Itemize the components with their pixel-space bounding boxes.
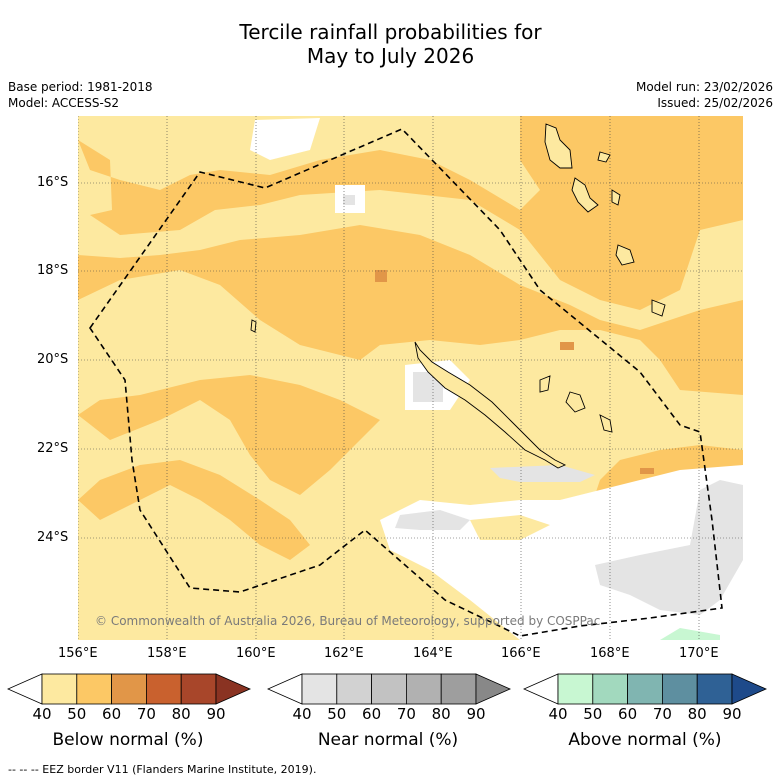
orange-region-southwest: [78, 375, 380, 495]
lon-label-164e: 164°E: [413, 646, 453, 661]
lon-label-158e: 158°E: [147, 646, 187, 661]
model-run: Model run: 23/02/2026: [635, 80, 773, 94]
orange-region-south: [78, 460, 310, 560]
colorbars: [7, 673, 767, 705]
lat-label-18s: 18°S: [37, 263, 69, 278]
orange-region-north: [78, 116, 743, 310]
eez-border: [89, 128, 723, 637]
colorbar-label-below: Below normal (%): [52, 730, 204, 750]
solomon-coast: [250, 319, 257, 333]
colorbar-tick: 40: [32, 705, 52, 723]
colorbar-near-under: [267, 673, 303, 705]
colorbar-label-above: Above normal (%): [568, 730, 722, 750]
colorbar-tick: 40: [292, 705, 312, 723]
colorbar-tick: 50: [67, 705, 87, 723]
colorbar-tick: 90: [206, 705, 226, 723]
lat-label-16s: 16°S: [37, 175, 69, 190]
lat-label-24s: 24°S: [37, 530, 69, 545]
lon-label-170e: 170°E: [679, 646, 719, 661]
white-area-north: [250, 118, 320, 160]
colorbar-below-segment: [111, 673, 147, 705]
colorbar-below-segment: [145, 673, 182, 705]
dark-patch-1: [375, 270, 387, 282]
new-caledonia-coast: [414, 341, 567, 469]
colorbar-tick: 50: [327, 705, 347, 723]
colorbar-above-over: [731, 673, 767, 705]
colorbar-below-over: [215, 673, 251, 705]
colorbar-tick: 70: [652, 705, 672, 723]
grey-area-south-1: [395, 510, 470, 530]
dark-patch-3: [640, 468, 654, 474]
coastlines: [250, 123, 666, 469]
vanuatu-coast: [544, 123, 666, 317]
colorbar-tick: 70: [136, 705, 156, 723]
colorbar-above-segment: [662, 673, 698, 705]
colorbar-tick: 50: [583, 705, 603, 723]
map-title-line1: Tercile rainfall probabilities for: [239, 20, 542, 44]
grey-area-south-2: [490, 465, 595, 482]
lon-label-156e: 156°E: [58, 646, 98, 661]
colorbar-above-segment: [557, 673, 594, 705]
colorbar-tick: 60: [102, 705, 122, 723]
map-title-line2: May to July 2026: [306, 44, 475, 68]
dark-patch-2: [560, 342, 574, 350]
issued-date: Issued: 25/02/2026: [657, 96, 773, 110]
lon-label-162e: 162°E: [324, 646, 364, 661]
colorbar-near-segment: [440, 673, 477, 705]
colorbar-near-over: [475, 673, 511, 705]
meta-left: Base period: 1981-2018 Model: ACCESS-S2: [8, 79, 153, 111]
colorbar-near-segment: [371, 673, 407, 705]
colorbar-tick: 40: [548, 705, 568, 723]
colorbar-tick: 90: [466, 705, 486, 723]
model-name: Model: ACCESS-S2: [8, 96, 120, 110]
lat-label-20s: 20°S: [37, 352, 69, 367]
colorbar-below-under: [7, 673, 43, 705]
base-period: Base period: 1981-2018: [8, 80, 153, 94]
colorbar-near-segment: [336, 673, 372, 705]
colorbar-below-segment: [76, 673, 113, 705]
colorbar-tick: 80: [687, 705, 707, 723]
colorbar-below-segment: [180, 673, 217, 705]
colorbar-tick: 60: [362, 705, 382, 723]
colorbar-near-segment: [301, 673, 338, 705]
colorbar-above-segment: [696, 673, 733, 705]
colorbar-above-segment: [592, 673, 628, 705]
grey-area-southeast: [595, 480, 743, 615]
colorbar-tick: 80: [431, 705, 451, 723]
lon-label-160e: 160°E: [236, 646, 276, 661]
gridlines: [78, 116, 743, 640]
lat-label-22s: 22°S: [37, 441, 69, 456]
colorbar-above: [523, 673, 767, 705]
colorbar-near: [267, 673, 511, 705]
eez-legend: -- -- -- EEZ border V11 (Flanders Marine…: [8, 763, 317, 776]
probability-fill: [78, 116, 743, 640]
colorbar-above-segment: [627, 673, 663, 705]
colorbar-above-under: [523, 673, 559, 705]
colorbar-tick: 80: [171, 705, 191, 723]
copyright-notice: © Commonwealth of Australia 2026, Bureau…: [95, 614, 601, 628]
yellow-patch-south: [470, 515, 550, 540]
above-normal-patch: [660, 628, 720, 640]
colorbar-tick: 60: [618, 705, 638, 723]
loyalty-islands-coast: [539, 375, 613, 433]
orange-region-west: [78, 225, 743, 395]
colorbar-tick: 70: [396, 705, 416, 723]
colorbar-near-segment: [405, 673, 442, 705]
colorbar-tick: 90: [722, 705, 742, 723]
meta-right: Model run: 23/02/2026 Issued: 25/02/2026: [636, 79, 773, 111]
colorbar-below: [7, 673, 251, 705]
lon-label-166e: 166°E: [501, 646, 541, 661]
grey-area-small: [343, 195, 355, 205]
colorbar-label-near: Near normal (%): [317, 730, 459, 750]
colorbar-below-segment: [41, 673, 78, 705]
lon-label-168e: 168°E: [590, 646, 630, 661]
